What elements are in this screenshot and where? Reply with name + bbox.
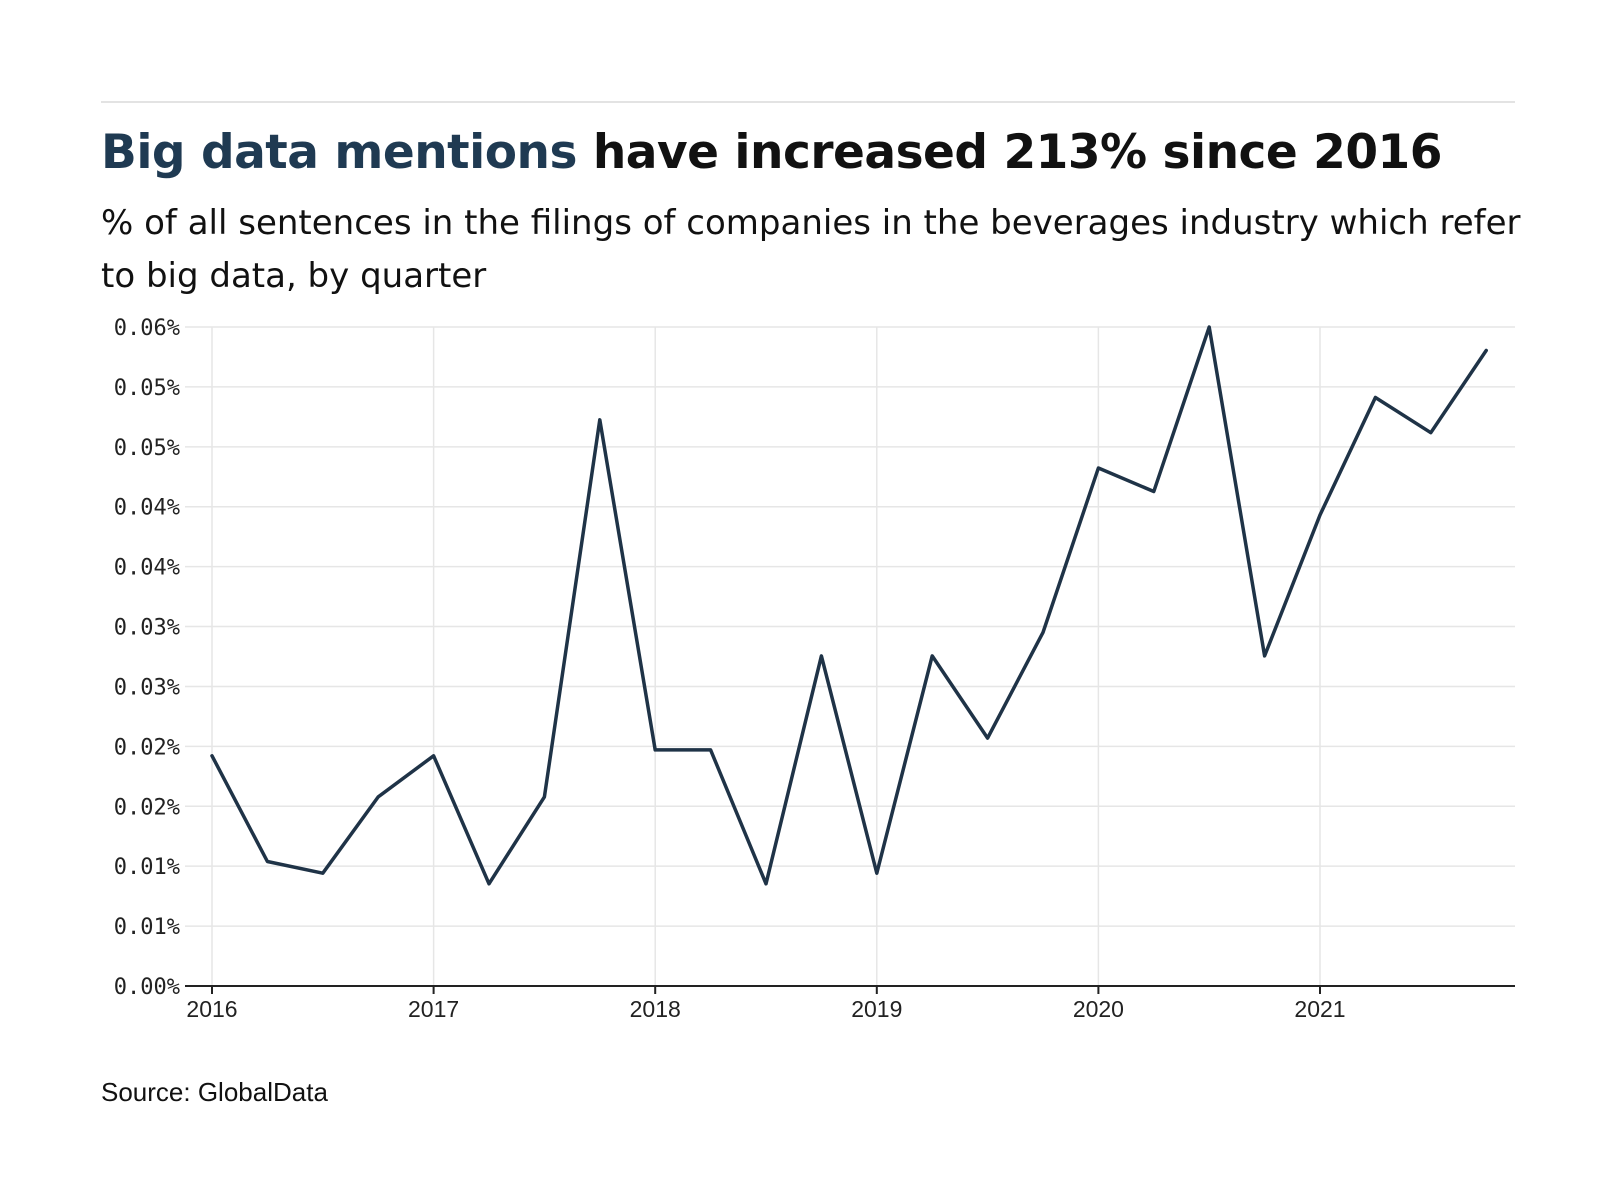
series-line	[210, 325, 1488, 886]
y-tick-label: 0.04%	[114, 496, 180, 521]
data-point	[764, 882, 768, 886]
y-tick-label: 0.05%	[114, 436, 180, 461]
y-tick-label: 0.01%	[114, 915, 180, 940]
data-point	[542, 795, 546, 799]
data-point	[1096, 466, 1100, 470]
data-point	[210, 754, 214, 758]
chart-title-rest: have increased 213% since 2016	[576, 125, 1443, 180]
x-tick-label: 2017	[408, 996, 459, 1022]
y-tick-label: 0.03%	[114, 616, 180, 641]
data-point	[930, 654, 934, 658]
line-chart: 0.00% 0.01% 0.01% 0.02% 0.02% 0.03% 0.03% 0.04%…	[114, 316, 1515, 1022]
chart-title: Big data mentions have increased 213% si…	[101, 125, 1442, 180]
data-point	[598, 418, 602, 422]
data-point	[1207, 325, 1211, 329]
x-tick-label: 2018	[630, 996, 681, 1022]
data-point	[265, 859, 269, 863]
y-tick-label: 0.00%	[114, 975, 180, 1000]
data-point	[1429, 431, 1433, 435]
data-point	[1263, 654, 1267, 658]
data-point	[986, 736, 990, 740]
source-note: Source: GlobalData	[101, 1077, 328, 1107]
data-point	[487, 882, 491, 886]
data-point	[1373, 395, 1377, 399]
y-tick-label: 0.02%	[114, 795, 180, 820]
data-point	[376, 795, 380, 799]
data-point	[1484, 348, 1488, 352]
y-tick-label: 0.03%	[114, 675, 180, 700]
data-point	[1318, 513, 1322, 517]
y-tick-label: 0.02%	[114, 735, 180, 760]
data-point	[321, 871, 325, 875]
chart-title-highlight: Big data mentions	[101, 125, 577, 180]
chart-subtitle: % of all sentences in the filings of com…	[101, 203, 1521, 296]
y-tick-label: 0.01%	[114, 855, 180, 880]
x-tick-label: 2021	[1294, 996, 1345, 1022]
data-point	[819, 654, 823, 658]
x-tick-label: 2019	[851, 996, 902, 1022]
data-point	[709, 748, 713, 752]
data-point	[875, 871, 879, 875]
y-tick-label: 0.05%	[114, 376, 180, 401]
data-point	[432, 754, 436, 758]
data-point	[1041, 630, 1045, 634]
data-point	[1152, 489, 1156, 493]
top-rule	[101, 101, 1515, 103]
y-tick-label: 0.06%	[114, 316, 180, 341]
y-tick-label: 0.04%	[114, 556, 180, 581]
x-tick-label: 2020	[1073, 996, 1124, 1022]
x-tick-label: 2016	[186, 996, 237, 1022]
data-point	[653, 748, 657, 752]
